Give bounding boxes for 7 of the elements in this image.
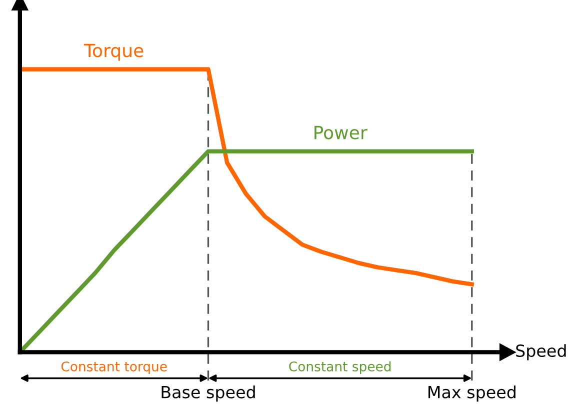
text: Constant torque <box>61 361 167 374</box>
series-label: Torque <box>84 44 144 61</box>
x-tick-label: Base speed <box>162 386 255 402</box>
x-tick-label: Max speed <box>428 386 516 402</box>
text: Constant speed <box>289 361 391 374</box>
x-axis-title: Speed <box>516 344 566 360</box>
series-label: Power <box>314 126 368 140</box>
